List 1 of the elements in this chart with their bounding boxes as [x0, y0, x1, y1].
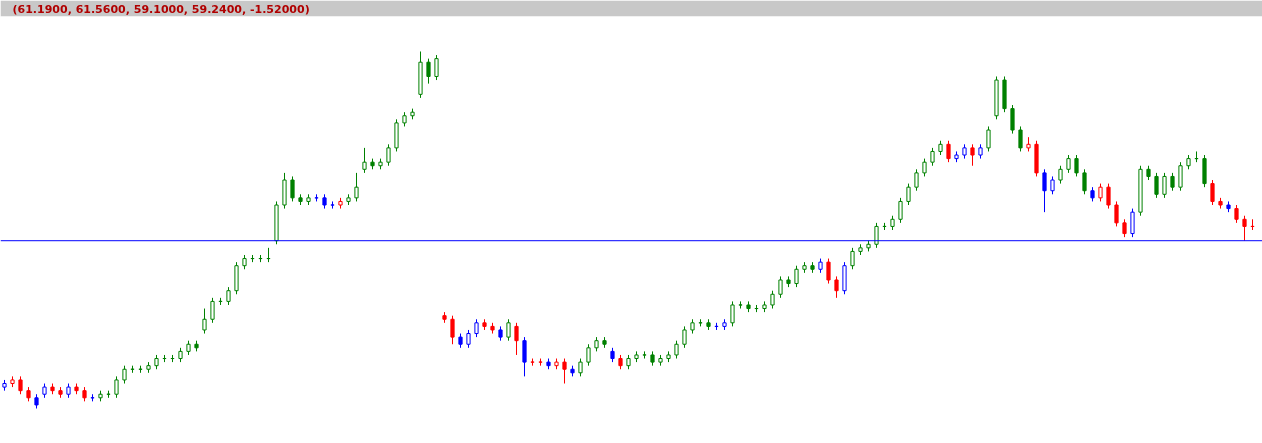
chart-title: (61.1900, 61.5600, 59.1000, 59.2400, -1.52000) [12, 3, 310, 16]
